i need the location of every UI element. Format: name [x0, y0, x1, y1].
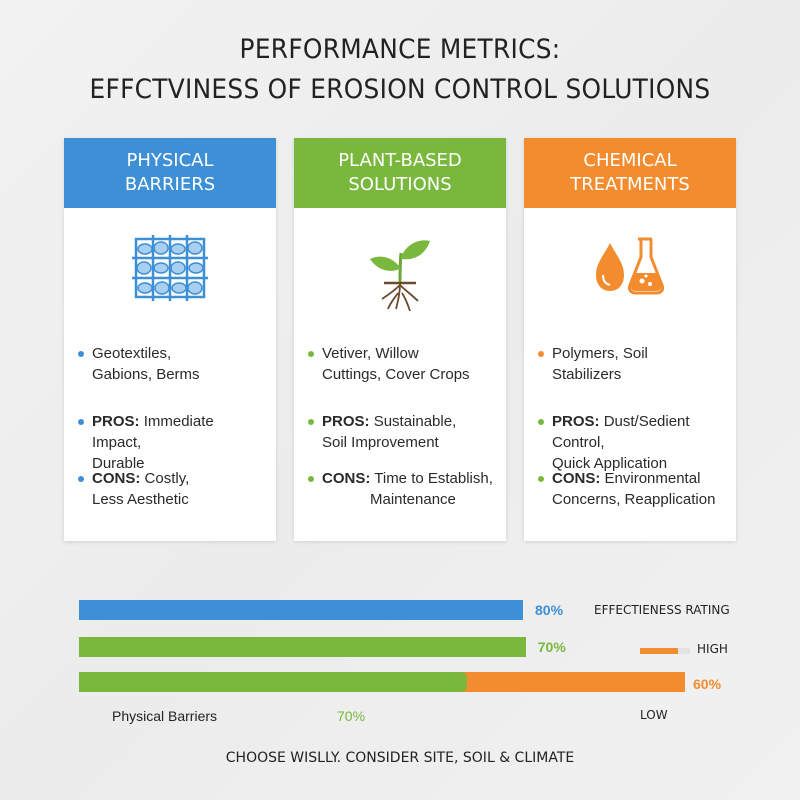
title-line-1: PERFORMANCE METRICS: [239, 34, 561, 65]
value-label-physical: 80% [535, 602, 564, 618]
page-title: PERFORMANCE METRICS: EFFCTVINESS OF EROS… [32, 30, 768, 110]
card-plant-based: PLANT-BASED SOLUTIONS Vetiver, Willow Cu… [294, 138, 506, 541]
axis-label-physical: Physical Barriers [112, 708, 218, 724]
examples-bullet: Geotextiles, Gabions, Berms [78, 343, 266, 385]
bullet-dot-icon [78, 419, 84, 425]
legend-high-swatch [640, 648, 678, 654]
card-chemical-treatments: CHEMICAL TREATMENTS Polymers, Soil Stabi… [524, 138, 736, 541]
gabion-mesh-icon [64, 233, 276, 313]
droplet-flask-icon [524, 233, 736, 313]
pros-bullet: PROS: Sustainable, Soil Improvement [308, 411, 496, 453]
bar-plant-based [79, 637, 526, 657]
chart-title: EFFECTIENESS RATING [594, 603, 730, 617]
bullet-dot-icon [78, 351, 84, 357]
title-line-2: EFFCTVINESS OF EROSION CONTROL SOLUTIONS [89, 74, 711, 105]
bullet-dot-icon [308, 419, 314, 425]
cons-bullet: CONS: Costly, Less Aesthetic [78, 468, 266, 510]
axis-label-70: 70% [337, 708, 366, 724]
value-label-chemical: 60% [693, 676, 722, 692]
card-header: PHYSICAL BARRIERS [64, 138, 276, 208]
bullet-dot-icon [78, 476, 84, 482]
card-header: CHEMICAL TREATMENTS [524, 138, 736, 208]
bullet-dot-icon [538, 419, 544, 425]
card-physical-barriers: PHYSICAL BARRIERS Geotextiles, Gabions, … [64, 138, 276, 541]
card-header: PLANT-BASED SOLUTIONS [294, 138, 506, 208]
cons-bullet: CONS: Time to Establish, Maintenance [308, 468, 496, 510]
legend-high-label: HIGH [697, 642, 728, 656]
examples-bullet: Vetiver, Willow Cuttings, Cover Crops [308, 343, 496, 385]
pros-bullet: PROS: Immediate Impact, Durable [78, 411, 266, 474]
pros-bullet: PROS: Dust/Sedient Control, Quick Applic… [538, 411, 726, 474]
effectiveness-chart: 80% 70% 60% EFFECTIENESS RATING HIGH LOW… [0, 590, 800, 730]
bar-physical-barriers [79, 600, 523, 620]
bar-chemical-overlap [79, 672, 467, 692]
bullet-dot-icon [308, 476, 314, 482]
bullet-dot-icon [538, 476, 544, 482]
legend-low-label: LOW [640, 708, 668, 722]
bullet-dot-icon [308, 351, 314, 357]
sprout-icon [294, 233, 506, 313]
value-label-plant: 70% [537, 639, 566, 655]
cons-bullet: CONS: Environmental Concerns, Reapplicat… [538, 468, 726, 510]
bullet-dot-icon [538, 351, 544, 357]
legend-track [640, 648, 690, 654]
footer-tagline: CHOOSE WISLLY. CONSIDER SITE, SOIL & CLI… [225, 750, 575, 766]
examples-bullet: Polymers, Soil Stabilizers [538, 343, 726, 385]
